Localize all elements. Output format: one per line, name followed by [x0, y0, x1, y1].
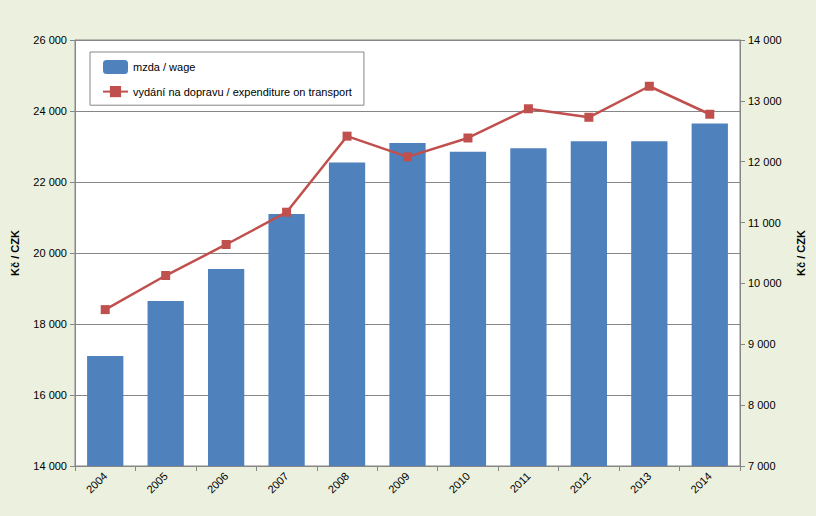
svg-text:2013: 2013	[628, 470, 654, 496]
svg-text:2007: 2007	[265, 470, 291, 496]
svg-text:16 000: 16 000	[33, 389, 67, 401]
svg-text:11 000: 11 000	[748, 217, 781, 229]
svg-text:22 000: 22 000	[33, 176, 67, 188]
svg-text:13 000: 13 000	[748, 95, 782, 107]
svg-text:2009: 2009	[386, 470, 412, 496]
svg-text:vydání na dopravu / expenditur: vydání na dopravu / expenditure on trans…	[133, 86, 352, 98]
svg-text:2011: 2011	[507, 470, 532, 495]
svg-text:2005: 2005	[144, 470, 170, 496]
svg-text:Kč / CZK: Kč / CZK	[9, 230, 21, 276]
svg-text:20 000: 20 000	[33, 247, 67, 259]
svg-text:7 000: 7 000	[748, 460, 776, 472]
svg-text:2008: 2008	[326, 470, 352, 496]
svg-text:2010: 2010	[446, 470, 472, 496]
svg-text:9 000: 9 000	[748, 338, 776, 350]
svg-text:2004: 2004	[84, 470, 110, 496]
svg-text:14 000: 14 000	[748, 34, 782, 46]
svg-text:2014: 2014	[688, 470, 714, 496]
svg-text:18 000: 18 000	[33, 318, 67, 330]
svg-text:8 000: 8 000	[748, 399, 776, 411]
svg-text:14 000: 14 000	[33, 460, 67, 472]
svg-text:24 000: 24 000	[33, 105, 67, 117]
svg-text:mzda / wage: mzda / wage	[133, 61, 195, 73]
svg-text:10 000: 10 000	[748, 277, 782, 289]
svg-text:12 000: 12 000	[748, 156, 782, 168]
svg-text:2012: 2012	[567, 470, 593, 496]
svg-text:Kč / CZK: Kč / CZK	[795, 230, 807, 276]
svg-text:26 000: 26 000	[33, 34, 67, 46]
svg-text:2006: 2006	[205, 470, 231, 496]
